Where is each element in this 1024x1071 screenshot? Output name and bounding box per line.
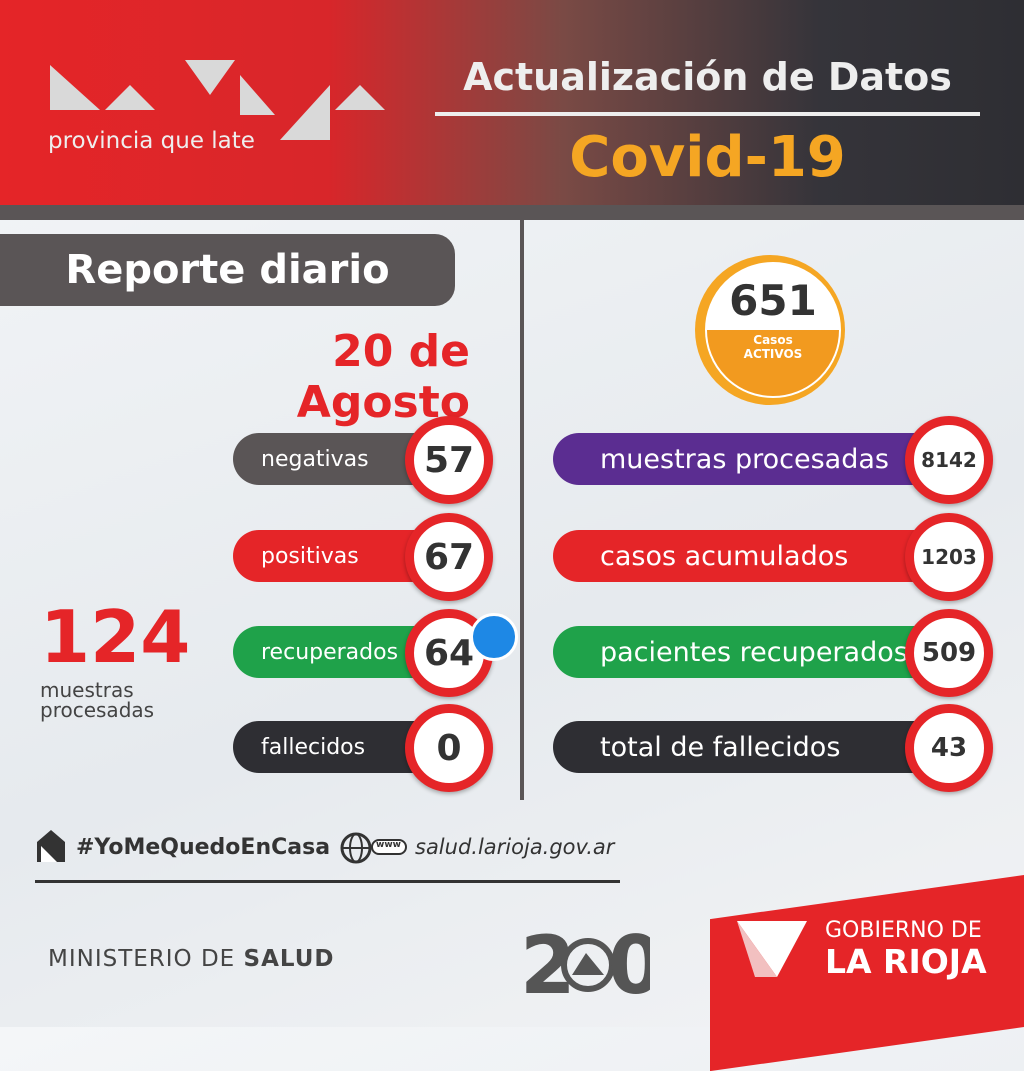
stat-pill: muestras procesadas [553,433,953,485]
logo-shapes [50,60,385,140]
daily-total-label: muestras procesadas [40,680,154,720]
active-label: Casos [753,333,793,347]
footer-rule [35,880,620,883]
header-band [0,205,1024,220]
label-line: muestras [40,678,134,702]
ministry-prefix: MINISTERIO DE [48,946,236,972]
stat-value: 43 [905,704,993,792]
web-icon [340,832,407,864]
government-top: GOBIERNO DE [825,918,982,943]
government-bottom: LA RIOJA [825,942,987,981]
header [0,0,1024,205]
stat-value: 1203 [905,513,993,601]
report-title: Reporte diario [0,234,455,306]
header-rule [435,112,980,116]
ministry-name: SALUD [243,946,335,972]
website: salud.larioja.gov.ar [415,835,615,859]
stat-pill: casos acumulados [553,530,953,582]
stat-value: 0 [405,704,493,792]
home-icon [37,830,65,862]
like-icon [470,613,518,661]
daily-total-value: 124 [40,595,191,679]
divider [520,220,524,800]
government-icon [737,921,807,977]
stat-pill: total de fallecidos [553,721,953,773]
hashtag: #YoMeQuedoEnCasa [76,835,331,860]
www-label: www [376,840,401,850]
active-value: 651 [729,276,817,325]
ministry: MINISTERIO DE SALUD [48,946,335,972]
header-title: Actualización de Datos [463,55,952,99]
label-line: procesadas [40,698,155,722]
header-subtitle: Covid-19 [569,125,846,190]
report-date: 20 de Agosto [296,326,470,428]
svg-text:0: 0 [608,919,650,1000]
logo-tagline: provincia que late [48,128,255,154]
stat-pill: pacientes recuperados [553,626,953,678]
stat-value: 67 [405,513,493,601]
stat-value: 8142 [905,416,993,504]
active-circle: 651 Casos ACTIVOS [705,262,841,398]
active-label: ACTIVOS [743,347,803,361]
stat-value: 509 [905,609,993,697]
stat-value: 57 [405,416,493,504]
